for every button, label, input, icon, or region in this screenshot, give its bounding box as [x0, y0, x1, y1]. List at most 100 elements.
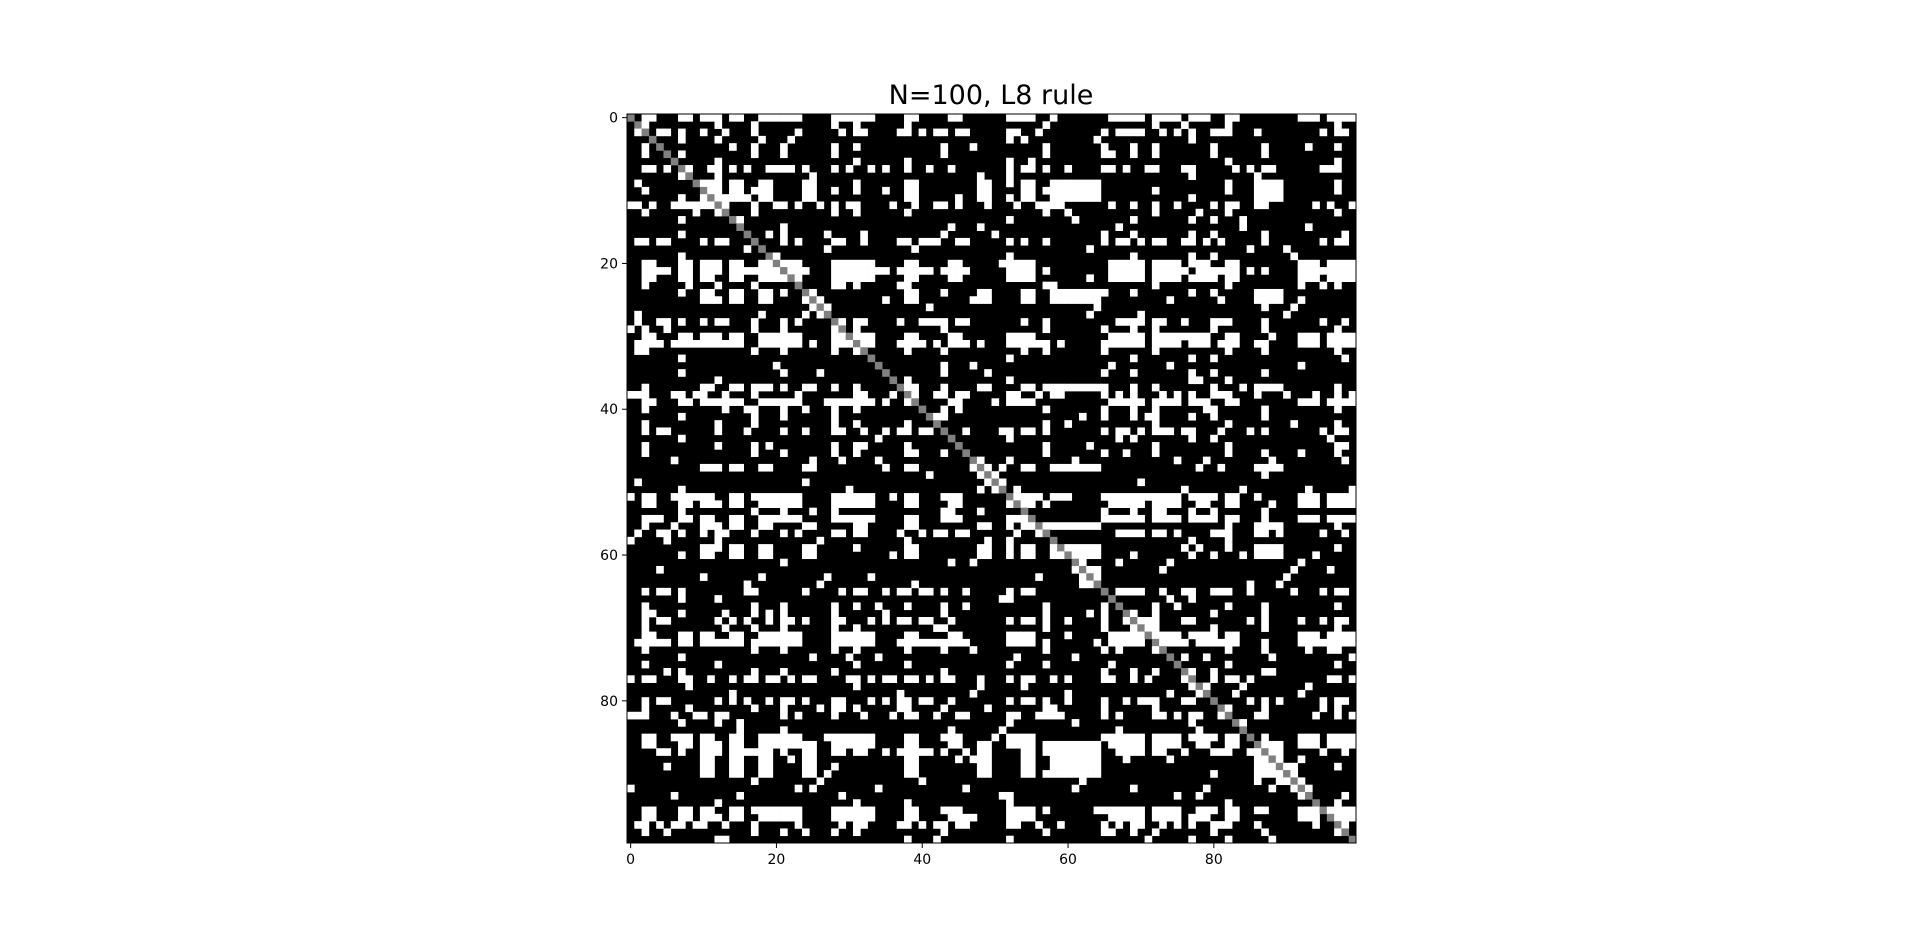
- heatmap-cell: [852, 493, 861, 501]
- heatmap-cell: [1202, 733, 1211, 742]
- heatmap-cell: [838, 281, 847, 290]
- heatmap-cell: [641, 398, 650, 406]
- heatmap-cell: [911, 733, 919, 742]
- heatmap-cell: [1042, 347, 1051, 355]
- heatmap-cell: [882, 609, 890, 618]
- heatmap-cell: [1071, 194, 1080, 202]
- heatmap-cell: [1334, 274, 1342, 283]
- heatmap-cell: [1202, 259, 1211, 268]
- heatmap-cell: [1312, 631, 1320, 640]
- heatmap-cell: [1210, 274, 1218, 283]
- heatmap-cell: [1159, 711, 1167, 720]
- heatmap-cell: [670, 339, 679, 348]
- heatmap-cell: [1334, 420, 1342, 428]
- heatmap-cell: [758, 493, 766, 501]
- heatmap-cell: [845, 398, 854, 406]
- heatmap-cell: [852, 318, 861, 326]
- heatmap-cell: [809, 179, 817, 188]
- heatmap-cell: [1042, 617, 1051, 625]
- heatmap-cell: [904, 762, 912, 771]
- heatmap-cell: [1261, 551, 1269, 560]
- heatmap-cell: [1224, 813, 1233, 822]
- heatmap-cell: [1013, 711, 1022, 720]
- heatmap-cell: [1275, 463, 1284, 472]
- diagonal-cell: [831, 318, 839, 326]
- heatmap-cell: [1188, 551, 1196, 560]
- heatmap-cell: [1173, 128, 1182, 137]
- heatmap-cell: [1166, 595, 1175, 603]
- heatmap-cell: [1261, 638, 1269, 647]
- heatmap-cell: [692, 339, 701, 348]
- heatmap-cell: [1217, 529, 1226, 538]
- heatmap-cell: [1049, 186, 1058, 195]
- heatmap-cell: [940, 288, 949, 297]
- heatmap-cell: [1334, 179, 1342, 188]
- heatmap-cell: [1188, 288, 1196, 297]
- heatmap-cell: [1210, 216, 1218, 224]
- heatmap-cell: [955, 733, 963, 742]
- diagonal-cell: [648, 135, 657, 144]
- heatmap-cell: [1224, 493, 1233, 501]
- heatmap-cell: [648, 609, 657, 618]
- heatmap-cell: [852, 660, 861, 669]
- heatmap-cell: [1100, 143, 1109, 151]
- heatmap-cell: [940, 507, 949, 516]
- heatmap-cell: [1195, 259, 1204, 268]
- heatmap-cell: [1166, 514, 1175, 523]
- heatmap-cell: [758, 463, 766, 472]
- heatmap-cell: [1137, 821, 1145, 829]
- heatmap-cell: [1013, 493, 1022, 501]
- heatmap-cell: [794, 529, 803, 538]
- heatmap-cell: [641, 274, 650, 283]
- heatmap-cell: [1130, 318, 1138, 326]
- heatmap-cell: [641, 208, 650, 217]
- heatmap-cell: [1224, 376, 1233, 385]
- heatmap-cell: [765, 288, 774, 297]
- heatmap-cell: [1188, 821, 1196, 829]
- heatmap-cell: [648, 398, 657, 406]
- heatmap-cell: [838, 456, 847, 465]
- diagonal-cell: [809, 296, 817, 304]
- heatmap-cell: [765, 733, 774, 742]
- heatmap-cell: [1239, 682, 1247, 691]
- heatmap-cell: [1086, 770, 1094, 778]
- heatmap-cell: [1151, 493, 1160, 501]
- heatmap-cell: [1253, 194, 1262, 202]
- heatmap-cell: [852, 544, 861, 552]
- heatmap-cell: [663, 536, 672, 545]
- heatmap-cell: [1093, 762, 1102, 771]
- heatmap-cell: [1130, 339, 1138, 348]
- heatmap-cell: [1100, 733, 1109, 742]
- heatmap-cell: [801, 762, 810, 771]
- heatmap-cell: [1348, 500, 1357, 509]
- heatmap-cell: [1312, 711, 1320, 720]
- heatmap-cell: [743, 580, 752, 589]
- heatmap-cell: [1035, 391, 1043, 399]
- heatmap-cell: [852, 675, 861, 683]
- heatmap-cell: [1253, 544, 1262, 552]
- heatmap-cell: [911, 551, 919, 560]
- heatmap-cell: [1151, 748, 1160, 756]
- heatmap-cell: [984, 755, 992, 764]
- heatmap-cell: [1334, 157, 1342, 166]
- heatmap-cell: [634, 128, 642, 137]
- heatmap-cell: [729, 383, 737, 392]
- heatmap-cell: [729, 296, 737, 304]
- diagonal-cell: [1173, 660, 1182, 669]
- heatmap-cell: [1224, 536, 1233, 545]
- heatmap-cell: [940, 748, 949, 756]
- heatmap-cell: [699, 288, 708, 297]
- heatmap-cell: [838, 806, 847, 815]
- heatmap-cell: [831, 697, 839, 705]
- heatmap-cell: [1268, 748, 1277, 756]
- heatmap-cell: [758, 514, 766, 523]
- heatmap-cell: [780, 398, 788, 406]
- heatmap-cell: [794, 332, 803, 341]
- heatmap-cell: [1057, 770, 1065, 778]
- heatmap-cell: [1166, 806, 1175, 815]
- heatmap-cell: [867, 638, 876, 647]
- heatmap-cell: [714, 522, 723, 530]
- heatmap-cell: [1093, 573, 1102, 581]
- heatmap-cell: [736, 791, 744, 800]
- diagonal-cell: [1239, 726, 1247, 734]
